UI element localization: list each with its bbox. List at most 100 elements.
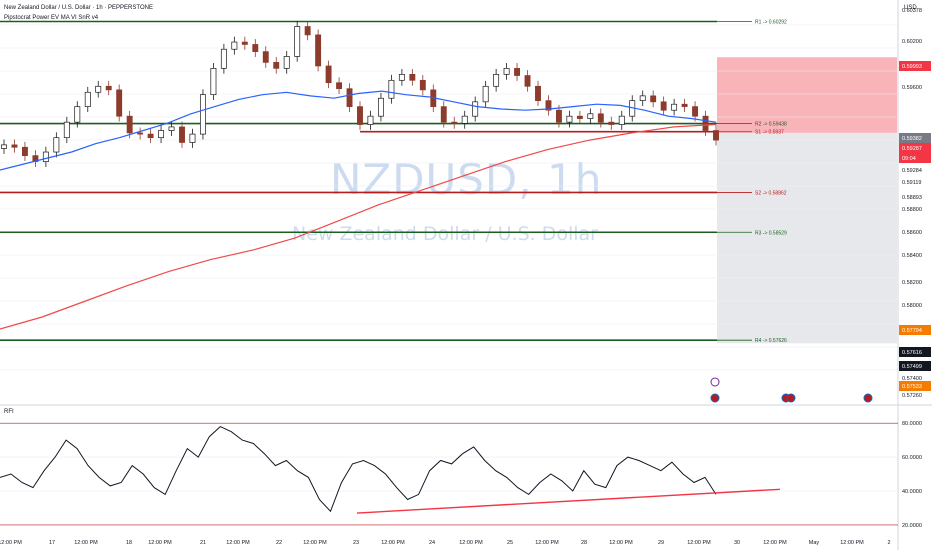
x-tick-label: 12:00 PM bbox=[609, 540, 633, 546]
rsi-line bbox=[0, 426, 717, 513]
level-label-5: R4 -> 0.57626 bbox=[755, 338, 787, 344]
candle-body bbox=[105, 85, 112, 91]
candle-body bbox=[262, 51, 269, 63]
rsi-tick-label: 80.0000 bbox=[902, 421, 922, 427]
candle-body bbox=[357, 106, 363, 125]
candle-body bbox=[147, 133, 154, 139]
price-tag bbox=[899, 133, 931, 143]
candle-body bbox=[692, 106, 699, 117]
candle-body bbox=[21, 146, 28, 156]
y-tick-label: 0.58200 bbox=[902, 280, 922, 286]
candle-body bbox=[252, 44, 259, 52]
price-tag bbox=[899, 153, 931, 163]
price-tag-label: 0.59287 bbox=[902, 146, 922, 152]
x-tick-label: May bbox=[809, 540, 820, 546]
candle-body bbox=[116, 89, 123, 117]
y-tick-label: 0.59284 bbox=[902, 168, 922, 174]
candle-body bbox=[419, 79, 426, 91]
x-tick-label: 12:00 PM bbox=[381, 540, 405, 546]
candle-body bbox=[576, 115, 583, 119]
candle-body bbox=[461, 115, 468, 124]
candle-body bbox=[137, 132, 144, 135]
y-tick-label: 0.60378 bbox=[902, 8, 922, 14]
x-tick-label: 12:00 PM bbox=[226, 540, 250, 546]
candle-body bbox=[1, 144, 7, 149]
candle-body bbox=[315, 34, 322, 67]
x-tick-label: 17 bbox=[49, 540, 55, 546]
x-tick-label: 12:00 PM bbox=[0, 540, 22, 546]
x-tick-label: 22 bbox=[276, 540, 282, 546]
candle-body bbox=[671, 103, 678, 111]
price-tag-label: 0.57499 bbox=[902, 364, 922, 370]
flag-icon bbox=[710, 393, 720, 403]
x-tick-label: 12:00 PM bbox=[763, 540, 787, 546]
flag-icon bbox=[863, 393, 873, 403]
candle-body bbox=[493, 73, 500, 87]
candle-body bbox=[566, 115, 573, 123]
candle-body bbox=[158, 130, 165, 139]
y-tick-label: 0.58893 bbox=[902, 195, 922, 201]
price-tag-label: 0.57616 bbox=[902, 350, 922, 356]
price-tag-label: 0.57533 bbox=[902, 384, 922, 390]
rsi-trendline bbox=[356, 488, 781, 514]
candle-body bbox=[503, 68, 510, 75]
rsi-tick-label: 20.0000 bbox=[902, 523, 922, 529]
indicator-name: Pipstocrat Power EV MA VI SnR v4 bbox=[4, 15, 99, 21]
y-tick-label: 0.59119 bbox=[902, 180, 921, 186]
chart-title: New Zealand Dollar / U.S. Dollar · 1h · … bbox=[4, 5, 153, 11]
level-label-1: R2 -> 0.59438 bbox=[755, 122, 787, 128]
candle-body bbox=[42, 151, 49, 162]
y-tick-label: 0.60200 bbox=[902, 39, 922, 45]
level-label-0: R1 -> 0.60292 bbox=[755, 19, 787, 25]
candle-body bbox=[608, 121, 615, 125]
candle-body bbox=[482, 85, 489, 103]
candle-body bbox=[535, 85, 541, 101]
x-tick-label: 25 bbox=[507, 540, 513, 546]
rsi-label: RFI bbox=[4, 409, 14, 415]
candle-body bbox=[294, 26, 301, 57]
x-tick-label: 21 bbox=[200, 540, 206, 546]
candle-body bbox=[199, 94, 206, 135]
x-tick-label: 29 bbox=[658, 540, 664, 546]
candle-body bbox=[336, 82, 343, 90]
ma-slow-line bbox=[0, 123, 717, 330]
candle-body bbox=[545, 100, 552, 111]
candle-body bbox=[524, 75, 531, 87]
rsi-tick-label: 40.0000 bbox=[902, 489, 922, 495]
candle-body bbox=[409, 73, 416, 81]
y-tick-label: 0.58400 bbox=[902, 253, 922, 259]
price-tag-label: 0.59382 bbox=[902, 136, 922, 142]
y-tick-label: 0.57260 bbox=[902, 393, 922, 399]
x-tick-label: 12:00 PM bbox=[148, 540, 172, 546]
candle-body bbox=[231, 41, 238, 50]
event-icon bbox=[710, 377, 720, 387]
candle-body bbox=[639, 95, 646, 101]
candle-body bbox=[95, 85, 102, 93]
x-tick-label: 12:00 PM bbox=[459, 540, 483, 546]
candle-body bbox=[451, 121, 458, 124]
candle-body bbox=[440, 106, 447, 123]
level-label-3: S2 -> 0.58862 bbox=[755, 190, 787, 196]
candle-body bbox=[650, 95, 657, 103]
candle-body bbox=[126, 115, 133, 134]
price-tag bbox=[899, 143, 931, 153]
price-tag bbox=[899, 347, 931, 357]
candle-body bbox=[587, 113, 594, 119]
price-tag-label: 0.57794 bbox=[902, 328, 922, 334]
candle-body bbox=[325, 65, 332, 84]
candle-body bbox=[168, 126, 175, 131]
candle-body bbox=[514, 68, 521, 76]
price-tag bbox=[899, 381, 931, 391]
y-tick-label: 0.59600 bbox=[902, 85, 922, 91]
rsi-tick-label: 60.0000 bbox=[902, 455, 922, 461]
x-tick-label: 23 bbox=[353, 540, 359, 546]
zone-0 bbox=[717, 57, 897, 133]
currency-label: USD bbox=[904, 5, 917, 11]
candle-body bbox=[53, 137, 60, 153]
x-tick-label: 12:00 PM bbox=[840, 540, 864, 546]
candle-body bbox=[273, 62, 280, 69]
x-tick-label: 18 bbox=[126, 540, 132, 546]
x-tick-label: 24 bbox=[429, 540, 435, 546]
candle-body bbox=[241, 41, 248, 45]
